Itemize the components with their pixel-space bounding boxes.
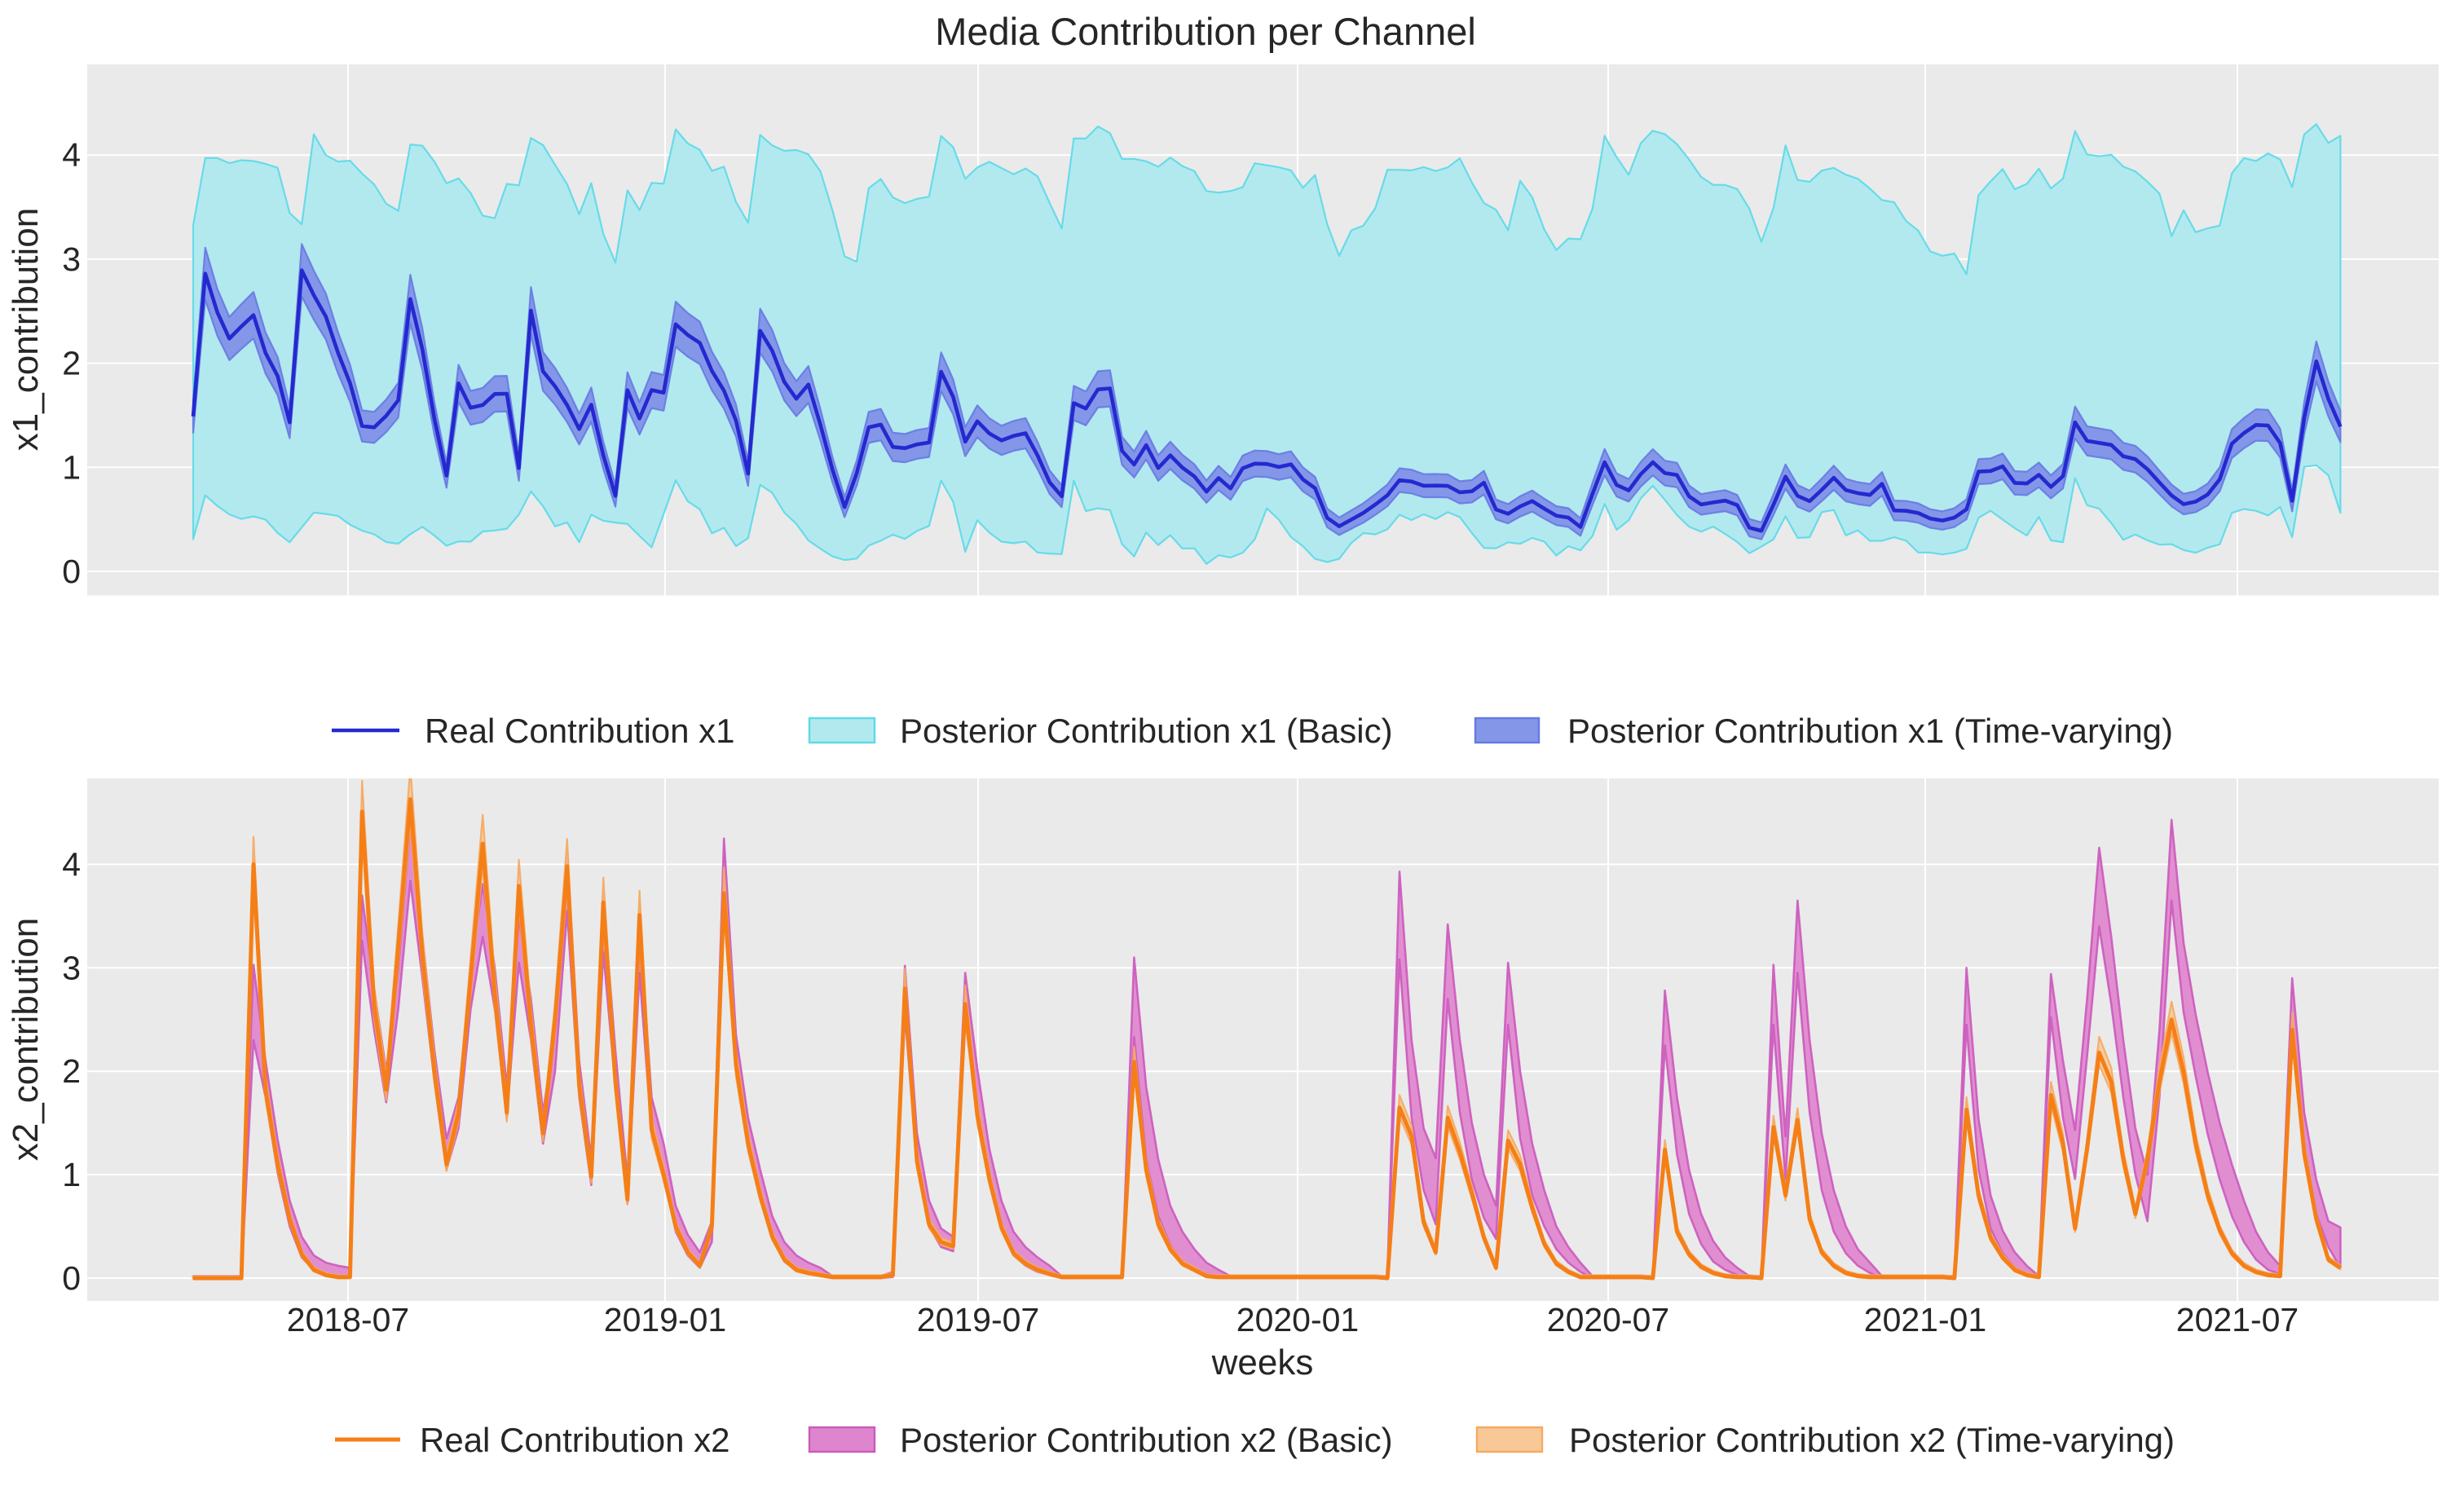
svg-text:2020-07: 2020-07: [1547, 1301, 1669, 1338]
svg-text:weeks: weeks: [1211, 1343, 1314, 1382]
svg-text:2018-07: 2018-07: [287, 1301, 409, 1338]
svg-text:Real Contribution x1: Real Contribution x1: [425, 712, 735, 750]
svg-text:Posterior Contribution x2 (Tim: Posterior Contribution x2 (Time-varying): [1569, 1421, 2175, 1459]
svg-text:Media Contribution per Channel: Media Contribution per Channel: [935, 10, 1476, 53]
svg-text:2021-01: 2021-01: [1864, 1301, 1986, 1338]
svg-text:3: 3: [62, 240, 81, 278]
svg-text:0: 0: [62, 553, 81, 590]
svg-text:2020-01: 2020-01: [1236, 1301, 1359, 1338]
svg-text:1: 1: [62, 1156, 81, 1193]
svg-text:2019-07: 2019-07: [917, 1301, 1039, 1338]
svg-text:1: 1: [62, 448, 81, 486]
svg-text:2: 2: [62, 345, 81, 382]
svg-text:Posterior Contribution x2 (Bas: Posterior Contribution x2 (Basic): [900, 1421, 1393, 1459]
svg-text:x1_contribution: x1_contribution: [6, 208, 46, 451]
svg-text:3: 3: [62, 949, 81, 986]
svg-text:x2_contribution: x2_contribution: [6, 918, 46, 1161]
svg-text:Posterior Contribution x1 (Bas: Posterior Contribution x1 (Basic): [900, 712, 1393, 750]
svg-text:4: 4: [62, 845, 81, 883]
svg-text:Real Contribution x2: Real Contribution x2: [420, 1421, 730, 1459]
svg-text:4: 4: [62, 136, 81, 174]
svg-text:0: 0: [62, 1259, 81, 1297]
svg-text:2021-07: 2021-07: [2176, 1301, 2299, 1338]
svg-text:Posterior Contribution x1 (Tim: Posterior Contribution x1 (Time-varying): [1567, 712, 2173, 750]
svg-text:2: 2: [62, 1052, 81, 1090]
svg-text:2019-01: 2019-01: [604, 1301, 726, 1338]
